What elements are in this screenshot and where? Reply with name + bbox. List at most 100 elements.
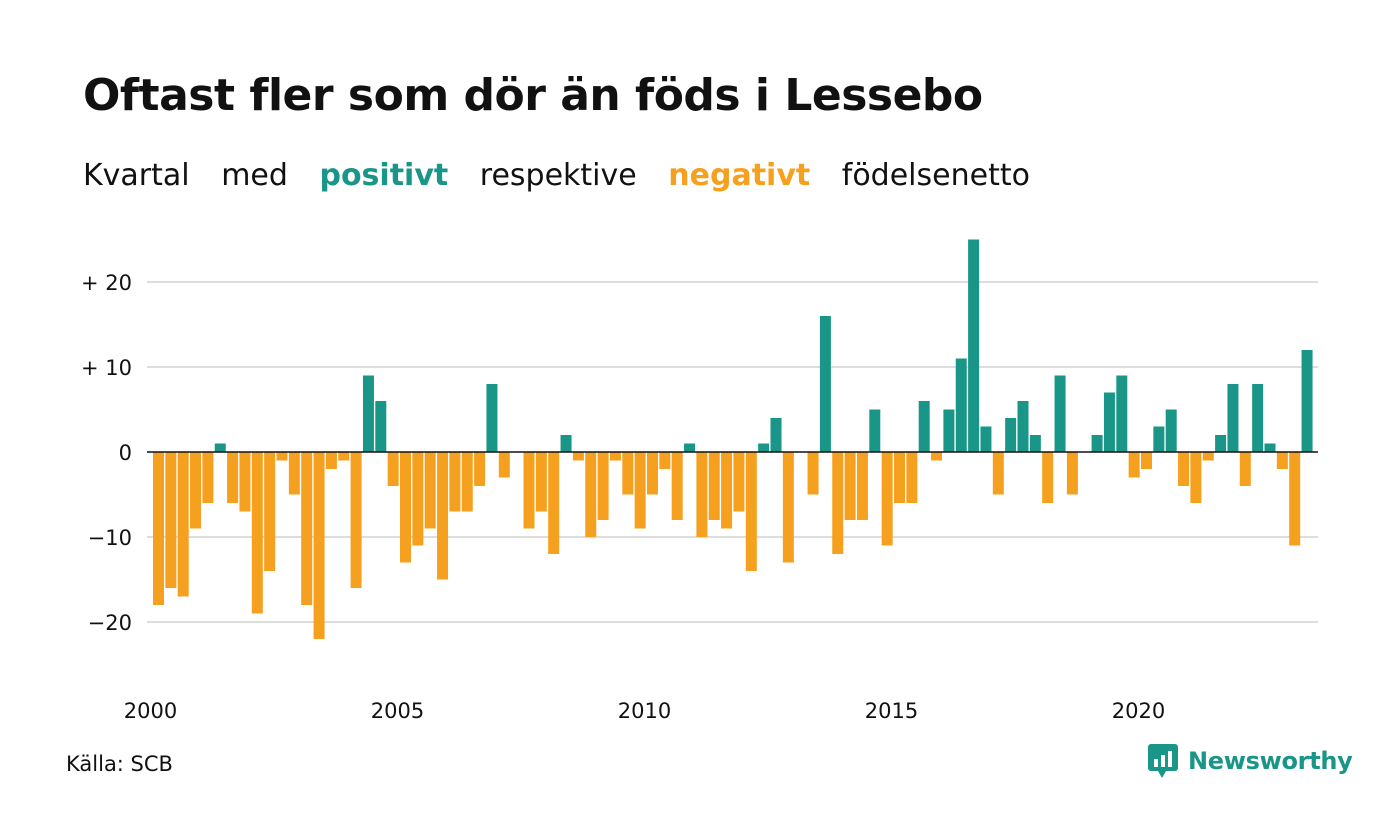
bar-negative bbox=[733, 452, 745, 512]
bar-negative bbox=[535, 452, 547, 512]
bar-positive bbox=[1264, 443, 1276, 452]
brand-logo: Newsworthy bbox=[1148, 744, 1353, 778]
bar-negative bbox=[350, 452, 362, 588]
bar-negative bbox=[881, 452, 893, 546]
subtitle-word: födelsenetto bbox=[841, 158, 1030, 193]
bar-negative bbox=[338, 452, 350, 461]
bar-positive bbox=[1054, 375, 1066, 452]
bar-negative bbox=[548, 452, 560, 554]
bar-positive bbox=[968, 239, 980, 452]
bar-positive bbox=[1103, 392, 1115, 452]
chart-subtitle: Kvartal med positivt respektive negativt… bbox=[83, 158, 1052, 193]
bar-positive bbox=[214, 443, 226, 452]
bar-negative bbox=[424, 452, 436, 529]
subtitle-word: respektive bbox=[479, 158, 637, 193]
bar-negative bbox=[177, 452, 189, 597]
bar-negative bbox=[387, 452, 399, 486]
y-tick-label: 0 bbox=[119, 441, 132, 465]
bar-negative bbox=[165, 452, 177, 588]
bar-negative bbox=[1042, 452, 1054, 503]
bar-positive bbox=[1029, 435, 1041, 452]
bar-negative bbox=[498, 452, 510, 478]
bar-negative bbox=[844, 452, 856, 520]
newsworthy-logo-icon bbox=[1148, 744, 1178, 778]
x-tick-label: 2005 bbox=[371, 699, 424, 723]
bar-positive bbox=[1116, 375, 1128, 452]
y-tick-label: −20 bbox=[88, 611, 132, 635]
bar-negative bbox=[696, 452, 708, 537]
bar-negative bbox=[1190, 452, 1202, 503]
bar-negative bbox=[190, 452, 202, 529]
bar-positive bbox=[918, 401, 930, 452]
bar-negative bbox=[1066, 452, 1078, 495]
bar-negative bbox=[251, 452, 263, 614]
x-tick-label: 2000 bbox=[124, 699, 177, 723]
bar-negative bbox=[437, 452, 449, 580]
bar-negative bbox=[894, 452, 905, 503]
bar-positive bbox=[1153, 426, 1165, 452]
bar-positive bbox=[869, 409, 881, 452]
bar-negative bbox=[721, 452, 733, 529]
bar-negative bbox=[992, 452, 1004, 495]
bar-negative bbox=[264, 452, 276, 571]
bar-negative bbox=[153, 452, 164, 605]
bar-positive bbox=[362, 375, 374, 452]
bar-negative bbox=[906, 452, 918, 503]
bar-negative bbox=[202, 452, 214, 503]
bar-negative bbox=[239, 452, 251, 512]
bar-negative bbox=[276, 452, 288, 461]
bar-negative bbox=[634, 452, 646, 529]
bar-negative bbox=[523, 452, 535, 529]
bar-negative bbox=[288, 452, 300, 495]
bar-negative bbox=[807, 452, 819, 495]
bar-negative bbox=[412, 452, 424, 546]
bar-negative bbox=[659, 452, 671, 469]
bar-negative bbox=[474, 452, 486, 486]
bar-negative bbox=[931, 452, 943, 461]
bar-negative bbox=[622, 452, 634, 495]
bar-negative bbox=[1239, 452, 1251, 486]
bar-positive bbox=[1017, 401, 1029, 452]
bar-negative bbox=[708, 452, 720, 520]
x-tick-label: 2020 bbox=[1112, 699, 1165, 723]
bar-positive bbox=[1091, 435, 1103, 452]
bar-negative bbox=[1276, 452, 1288, 469]
bar-negative bbox=[400, 452, 411, 563]
bar-negative bbox=[572, 452, 584, 461]
y-tick-label: + 10 bbox=[81, 356, 132, 380]
subtitle-word: med bbox=[221, 158, 288, 193]
bar-positive bbox=[955, 358, 967, 452]
bar-negative bbox=[647, 452, 658, 495]
bar-positive bbox=[684, 443, 696, 452]
bar-positive bbox=[943, 409, 955, 452]
bar-negative bbox=[1289, 452, 1301, 546]
bar-negative bbox=[1141, 452, 1152, 469]
bar-negative bbox=[1128, 452, 1140, 478]
x-tick-label: 2010 bbox=[618, 699, 671, 723]
bar-positive bbox=[1215, 435, 1227, 452]
y-tick-label: −10 bbox=[88, 526, 132, 550]
bar-negative bbox=[782, 452, 794, 563]
bar-negative bbox=[461, 452, 473, 512]
bar-positive bbox=[980, 426, 992, 452]
bar-positive bbox=[375, 401, 387, 452]
bar-positive bbox=[1301, 350, 1313, 452]
bar-negative bbox=[1202, 452, 1214, 461]
bar-chart: + 20 + 10 0 −10 −20 2000 2005 2010 2015 2020 bbox=[81, 239, 1318, 723]
bar-negative bbox=[609, 452, 621, 461]
bar-positive bbox=[758, 443, 770, 452]
bar-positive bbox=[486, 384, 498, 452]
bar-negative bbox=[301, 452, 313, 605]
bar-positive bbox=[819, 316, 831, 452]
bar-positive bbox=[1005, 418, 1017, 452]
bar-positive bbox=[560, 435, 572, 452]
subtitle-positive-label: positivt bbox=[319, 158, 449, 193]
bar-negative bbox=[745, 452, 757, 571]
bar-negative bbox=[671, 452, 683, 520]
bar-negative bbox=[227, 452, 239, 503]
bar-positive bbox=[1165, 409, 1177, 452]
chart-title: Oftast fler som dör än föds i Lessebo bbox=[83, 70, 983, 121]
bar-positive bbox=[1227, 384, 1239, 452]
bar-negative bbox=[832, 452, 844, 554]
bar-negative bbox=[1178, 452, 1190, 486]
